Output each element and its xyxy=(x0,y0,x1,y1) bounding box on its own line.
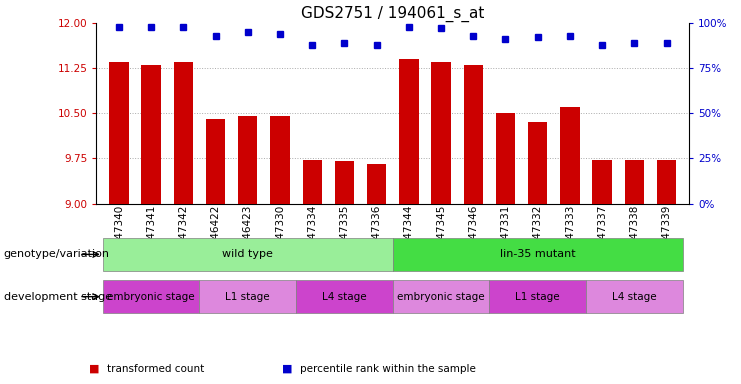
Bar xyxy=(335,161,354,204)
Bar xyxy=(528,122,548,204)
Bar xyxy=(560,107,579,204)
Bar xyxy=(464,65,483,204)
Text: ■: ■ xyxy=(282,364,292,374)
Bar xyxy=(302,160,322,204)
Bar xyxy=(103,238,393,271)
Bar xyxy=(296,280,393,313)
Text: lin-35 mutant: lin-35 mutant xyxy=(500,249,576,260)
Bar xyxy=(593,160,612,204)
Bar xyxy=(431,62,451,204)
Text: percentile rank within the sample: percentile rank within the sample xyxy=(300,364,476,374)
Bar xyxy=(109,62,128,204)
Text: L1 stage: L1 stage xyxy=(225,291,270,302)
Bar xyxy=(367,164,386,204)
Bar xyxy=(173,62,193,204)
Bar xyxy=(489,280,586,313)
Bar xyxy=(625,160,644,204)
Bar xyxy=(393,280,489,313)
Bar xyxy=(399,59,419,204)
Text: L4 stage: L4 stage xyxy=(612,291,657,302)
Bar xyxy=(142,65,161,204)
Bar xyxy=(199,280,296,313)
Text: genotype/variation: genotype/variation xyxy=(4,249,110,260)
Bar xyxy=(103,280,199,313)
Title: GDS2751 / 194061_s_at: GDS2751 / 194061_s_at xyxy=(301,5,485,22)
Bar xyxy=(270,116,290,204)
Text: transformed count: transformed count xyxy=(107,364,205,374)
Bar xyxy=(206,119,225,204)
Bar xyxy=(496,113,515,204)
Bar xyxy=(393,238,682,271)
Text: L4 stage: L4 stage xyxy=(322,291,367,302)
Text: embryonic stage: embryonic stage xyxy=(397,291,485,302)
Bar xyxy=(657,160,677,204)
Text: embryonic stage: embryonic stage xyxy=(107,291,195,302)
Text: wild type: wild type xyxy=(222,249,273,260)
Text: development stage: development stage xyxy=(4,291,112,302)
Text: ■: ■ xyxy=(89,364,99,374)
Bar xyxy=(586,280,682,313)
Bar xyxy=(238,116,257,204)
Text: L1 stage: L1 stage xyxy=(516,291,560,302)
